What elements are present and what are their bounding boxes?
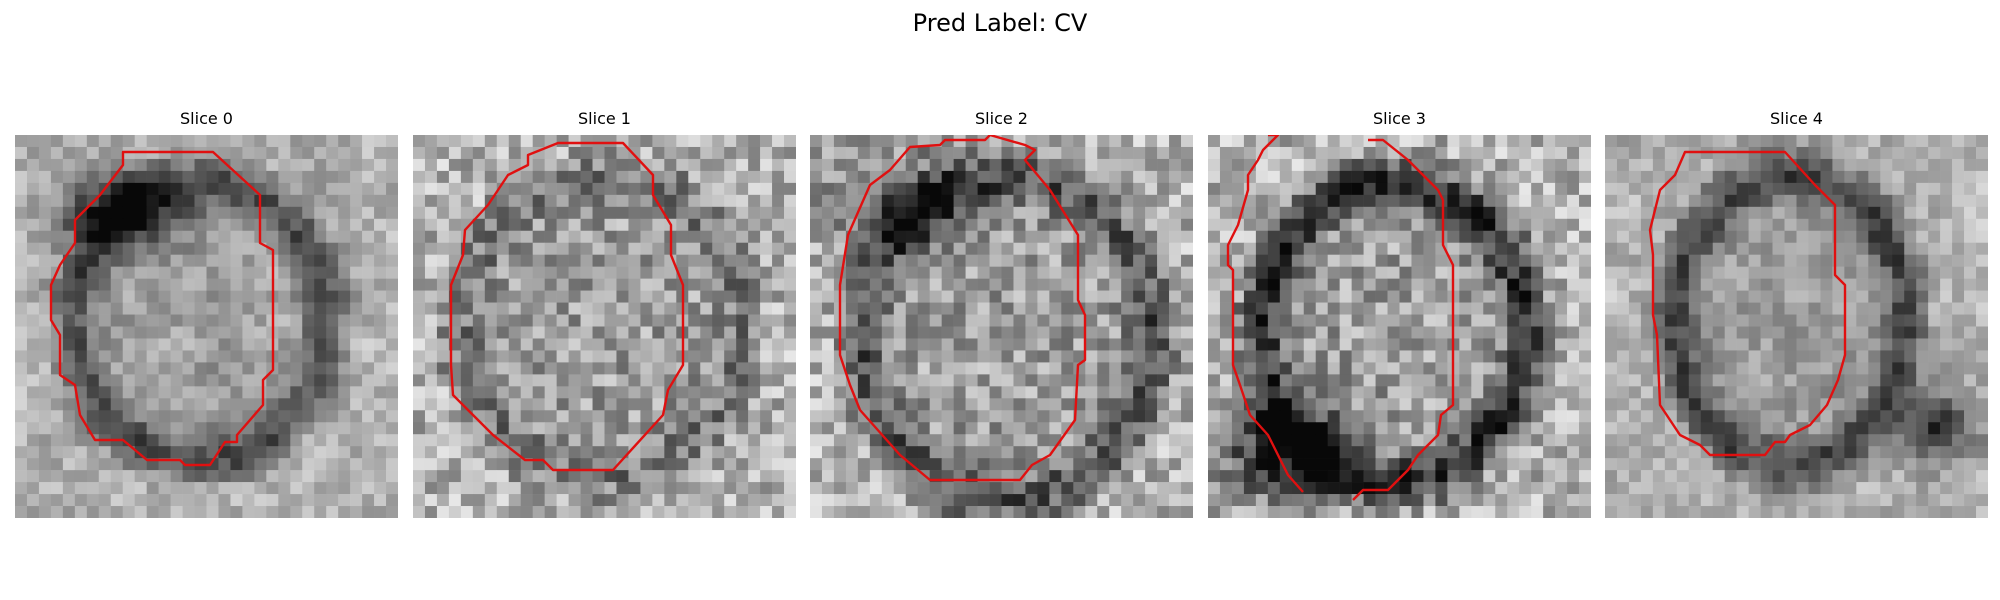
slice-image: [810, 135, 1193, 518]
slice-image: [1605, 135, 1988, 518]
segmentation-contour: [1648, 150, 1847, 457]
slice-title: Slice 3: [1373, 109, 1426, 128]
slice-title: Slice 1: [578, 109, 631, 128]
slice-title: Slice 2: [975, 109, 1028, 128]
slice-title: Slice 0: [180, 109, 233, 128]
segmentation-contour: [1226, 135, 1304, 493]
segmentation-contour: [1352, 138, 1455, 501]
segmentation-contour: [449, 141, 685, 472]
slice-title: Slice 4: [1770, 109, 1823, 128]
slice-image: [1208, 135, 1591, 518]
slice-image: [15, 135, 398, 518]
segmentation-contour: [49, 150, 275, 467]
segmentation-contour: [838, 135, 1087, 482]
slice-image: [413, 135, 796, 518]
figure-title: Pred Label: CV: [912, 9, 1088, 37]
